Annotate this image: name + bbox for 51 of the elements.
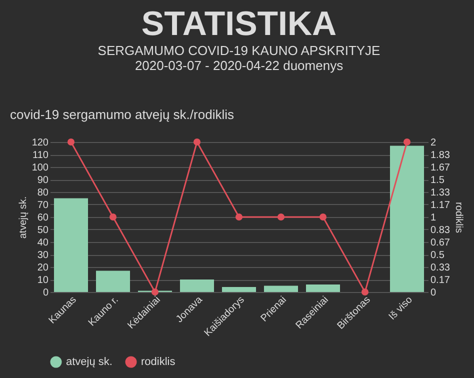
y2-tick-label: 0.67 bbox=[430, 237, 450, 248]
point bbox=[67, 138, 75, 146]
point bbox=[403, 138, 411, 146]
y-tick-label: 80 bbox=[37, 188, 49, 198]
y-tick-label: 40 bbox=[37, 238, 49, 248]
point bbox=[151, 288, 159, 296]
bar bbox=[306, 284, 340, 292]
y2-tick-label: 0.83 bbox=[430, 225, 450, 236]
y2-tick-label: 1.33 bbox=[430, 188, 450, 199]
y2-tick-label: 1 bbox=[430, 212, 436, 224]
y-tick-label: 70 bbox=[37, 200, 49, 211]
y2-tick-label: 1.5 bbox=[430, 175, 445, 186]
point bbox=[235, 213, 243, 221]
y-tick-label: 110 bbox=[32, 150, 49, 161]
y-tick-label: 10 bbox=[37, 275, 49, 286]
y-tick-label: 30 bbox=[37, 250, 49, 261]
y2-tick-label: 1.83 bbox=[430, 150, 450, 162]
bar bbox=[390, 146, 424, 292]
y2-tick-label: 0.5 bbox=[430, 250, 445, 261]
y-tick-label: 120 bbox=[32, 138, 49, 148]
y-tick-label: 60 bbox=[37, 212, 49, 224]
point bbox=[361, 288, 369, 296]
bar bbox=[264, 286, 298, 292]
y-axis-title: atvejų sk. bbox=[18, 196, 29, 239]
y2-tick-label: 1.67 bbox=[430, 162, 450, 174]
y2-tick-label: 2 bbox=[430, 138, 436, 148]
y-tick-label: 100 bbox=[32, 162, 49, 174]
point bbox=[319, 213, 327, 221]
y2-axis-title: rodiklis bbox=[452, 202, 464, 234]
bar bbox=[96, 270, 130, 292]
x-tick-label: Iš viso bbox=[386, 294, 416, 322]
text: SERGAMUMO COVID-19 KAUNO APSKRITYJE bbox=[98, 43, 380, 58]
text: covid-19 sergamumo atvejų sk./rodiklis bbox=[10, 107, 234, 122]
y2-tick-label: 1.17 bbox=[430, 200, 450, 211]
y2-tick-label: 0 bbox=[430, 288, 436, 298]
y-tick-label: 0 bbox=[42, 288, 49, 298]
point bbox=[109, 213, 117, 221]
point bbox=[277, 213, 285, 221]
bar bbox=[222, 287, 256, 292]
y-tick-label: 90 bbox=[37, 175, 49, 186]
point bbox=[193, 138, 201, 146]
legend-label: atvejų sk. bbox=[66, 356, 112, 368]
y-tick-label: 50 bbox=[37, 225, 49, 236]
y-tick-label: 20 bbox=[37, 262, 49, 274]
text: 2020-03-07 - 2020-04-22 duomenys bbox=[134, 58, 344, 73]
bar bbox=[180, 280, 214, 292]
y2-tick-label: 0.33 bbox=[430, 262, 450, 274]
bar bbox=[54, 198, 88, 292]
y2-tick-label: 0.17 bbox=[430, 274, 450, 286]
legend-label: rodiklis bbox=[141, 356, 176, 368]
chart-title: STATISTIKA bbox=[141, 5, 337, 43]
